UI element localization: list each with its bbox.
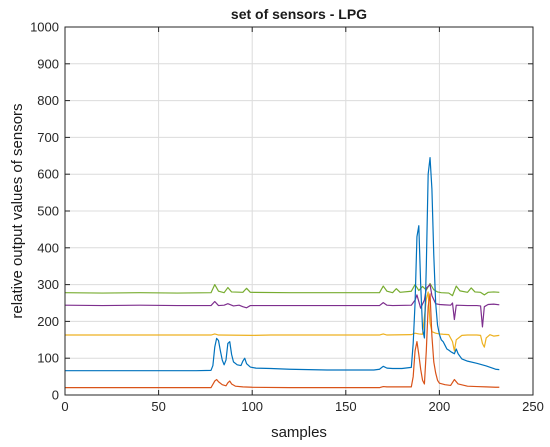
- y-tick-label: 500: [37, 204, 59, 219]
- y-tick-label: 100: [37, 351, 59, 366]
- y-tick-label: 1000: [30, 20, 59, 35]
- series-line-4: [65, 157, 500, 372]
- y-tick-label: 0: [52, 388, 59, 403]
- series-group: [64, 157, 500, 389]
- series-line-1: [64, 282, 500, 297]
- y-tick-label: 800: [37, 93, 59, 108]
- y-tick-label: 600: [37, 167, 59, 182]
- tick-labels: 0 50 100 150 200 250 0 100 200 300 400 500 600 700 800…: [30, 20, 544, 415]
- x-tick-label: 100: [241, 399, 263, 414]
- series-line-5: [65, 293, 500, 389]
- y-tick-label: 900: [37, 56, 59, 71]
- y-tick-label: 700: [37, 130, 59, 145]
- series-line-2: [64, 284, 500, 328]
- x-tick-label: 250: [522, 399, 544, 414]
- y-axis-label: relative output values of sensors: [9, 103, 26, 318]
- grid-lines: [65, 27, 533, 395]
- y-tick-label: 300: [37, 277, 59, 292]
- x-axis-label: samples: [271, 424, 327, 441]
- x-tick-label: 0: [61, 399, 68, 414]
- x-tick-label: 150: [335, 399, 357, 414]
- x-tick-label: 50: [151, 399, 165, 414]
- chart-title: set of sensors - LPG: [231, 6, 367, 22]
- axis-ticks: [64, 26, 534, 396]
- y-tick-label: 200: [37, 314, 59, 329]
- x-tick-label: 200: [429, 399, 451, 414]
- y-tick-label: 400: [37, 240, 59, 255]
